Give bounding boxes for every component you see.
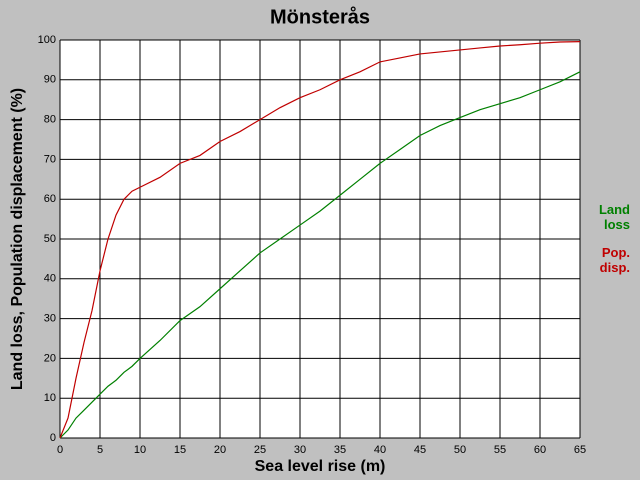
legend-entry: Land loss (598, 202, 630, 232)
line-series (59, 40, 581, 439)
y-tick-label: 50 (44, 233, 56, 245)
line-series (59, 71, 581, 439)
x-tick-label: 65 (574, 444, 586, 456)
x-tick-label: 5 (97, 444, 103, 456)
y-tick-label: 100 (38, 34, 56, 46)
x-tick-label: 50 (454, 444, 466, 456)
chart-title: Mönsterås (270, 5, 370, 28)
x-tick-label: 0 (57, 444, 63, 456)
x-tick-label: 40 (374, 444, 386, 456)
y-tick-label: 0 (50, 432, 56, 444)
y-tick-label: 40 (44, 273, 56, 285)
x-tick-label: 10 (134, 444, 146, 456)
x-tick-label: 25 (254, 444, 266, 456)
x-axis-label: Sea level rise (m) (255, 458, 386, 475)
y-tick-label: 80 (44, 114, 56, 126)
y-tick-label: 70 (44, 153, 56, 165)
y-tick-label: 90 (44, 74, 56, 86)
x-tick-label: 20 (214, 444, 226, 456)
x-tick-label: 45 (414, 444, 426, 456)
y-tick-label: 10 (44, 392, 56, 404)
y-tick-label: 30 (44, 313, 56, 325)
x-tick-label: 55 (494, 444, 506, 456)
x-tick-label: 15 (174, 444, 186, 456)
x-tick-label: 60 (534, 444, 546, 456)
y-tick-label: 60 (44, 193, 56, 205)
x-tick-label: 35 (334, 444, 346, 456)
legend-entry: Pop. disp. (599, 245, 630, 275)
y-tick-label: 20 (44, 352, 56, 364)
x-tick-label: 30 (294, 444, 306, 456)
y-axis-label: Land loss, Population displacement (%) (9, 88, 26, 390)
